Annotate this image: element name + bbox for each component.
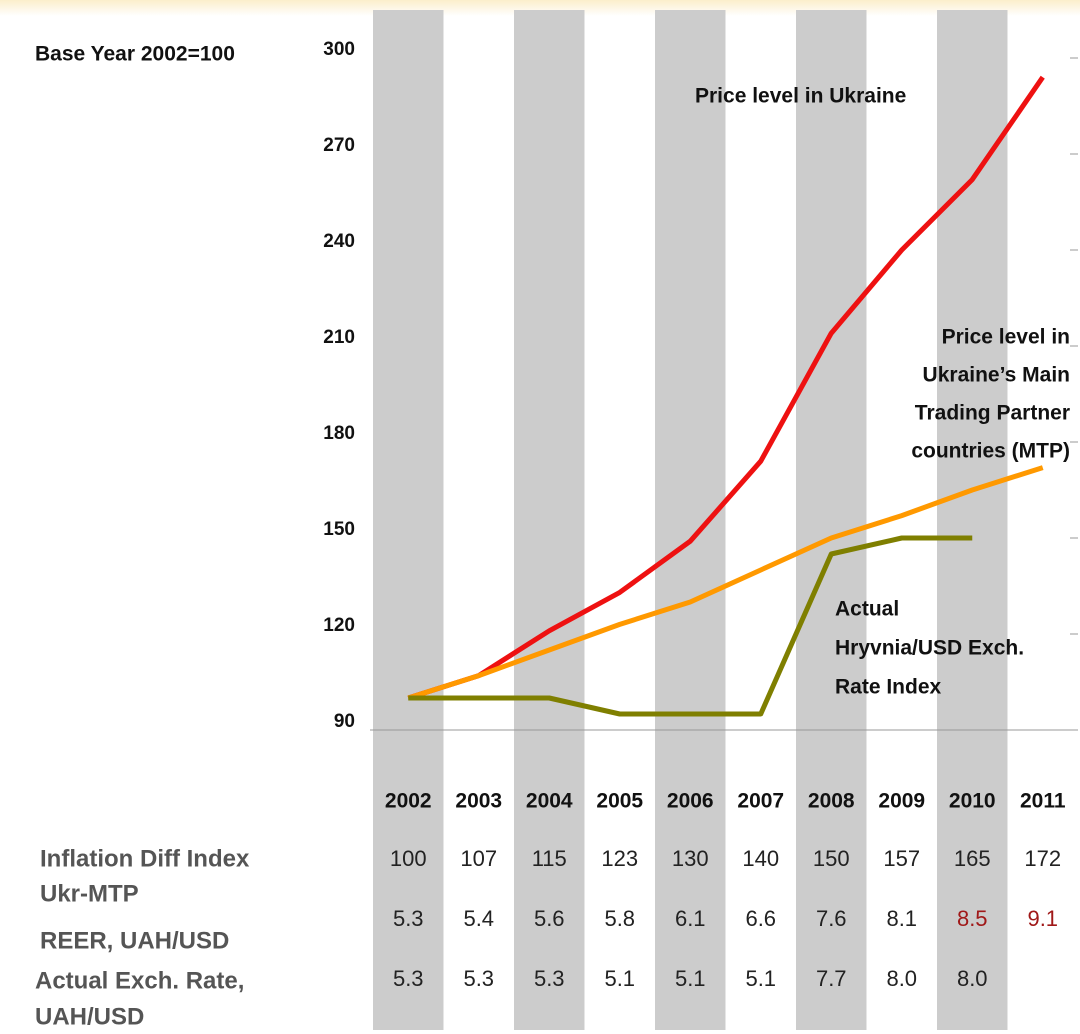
series-label: Actual xyxy=(835,598,899,621)
y-tick-label: 300 xyxy=(323,39,355,60)
row-label: REER, UAH/USD xyxy=(40,927,229,954)
y-tick-label: 90 xyxy=(334,711,355,732)
y-tick-label: 120 xyxy=(323,615,355,636)
row-label: Actual Exch. Rate, xyxy=(35,967,244,994)
y-tick-label: 270 xyxy=(323,135,355,156)
series-line xyxy=(407,465,1044,701)
table-cell: 5.3 xyxy=(393,906,424,931)
table-cell: 130 xyxy=(672,846,709,871)
table-cell: 100 xyxy=(390,846,427,871)
x-tick-label: 2007 xyxy=(737,790,784,813)
y-axis-label: Base Year 2002=100 xyxy=(35,43,235,66)
table-cell: 165 xyxy=(954,846,991,871)
column-band xyxy=(796,10,867,1030)
table-cell: 123 xyxy=(601,846,638,871)
table-cell: 8.0 xyxy=(957,966,988,991)
table-cell: 8.0 xyxy=(886,966,917,991)
column-band xyxy=(514,10,585,1030)
x-tick-label: 2010 xyxy=(949,790,996,813)
table-cell: 157 xyxy=(883,846,920,871)
x-tick-label: 2008 xyxy=(808,790,855,813)
table-cell: 5.6 xyxy=(534,906,565,931)
series-label: Ukraine’s Main xyxy=(923,364,1070,387)
table-cell: 6.6 xyxy=(745,906,776,931)
table-cell: 8.1 xyxy=(886,906,917,931)
table-cell: 5.1 xyxy=(745,966,776,991)
x-tick-label: 2011 xyxy=(1020,790,1066,813)
series-line xyxy=(407,75,1045,701)
series-label: Price level in Ukraine xyxy=(695,85,906,108)
column-band xyxy=(655,10,726,1030)
table-cell: 7.6 xyxy=(816,906,847,931)
x-tick-label: 2004 xyxy=(526,790,573,813)
series-label: Price level in xyxy=(942,326,1070,349)
y-tick-label: 150 xyxy=(323,519,355,540)
series-line xyxy=(408,535,973,717)
series-label: Trading Partner xyxy=(915,402,1070,425)
x-tick-label: 2005 xyxy=(596,790,643,813)
table-cell: 150 xyxy=(813,846,850,871)
y-tick-label: 180 xyxy=(323,423,355,444)
table-cell: 5.1 xyxy=(604,966,635,991)
table-cell: 5.8 xyxy=(604,906,635,931)
row-label: Inflation Diff Index xyxy=(40,845,250,872)
y-tick-label: 240 xyxy=(323,231,355,252)
table-cell: 140 xyxy=(742,846,779,871)
column-band xyxy=(937,10,1008,1030)
x-tick-label: 2003 xyxy=(455,790,502,813)
series-label: Rate Index xyxy=(835,676,942,699)
table-cell: 5.3 xyxy=(393,966,424,991)
table-cell: 107 xyxy=(460,846,497,871)
row-label: UAH/USD xyxy=(35,1003,144,1030)
table-cell: 5.1 xyxy=(675,966,706,991)
table-cell: 5.4 xyxy=(463,906,494,931)
table-cell: 6.1 xyxy=(675,906,706,931)
table-cell: 8.5 xyxy=(957,906,988,931)
row-label: Ukr-MTP xyxy=(40,880,139,907)
series-label: countries (MTP) xyxy=(911,440,1070,463)
y-tick-label: 210 xyxy=(323,327,355,348)
table-cell: 115 xyxy=(532,846,567,871)
table-cell: 172 xyxy=(1024,846,1061,871)
x-tick-label: 2009 xyxy=(878,790,925,813)
table-cell: 5.3 xyxy=(463,966,494,991)
series-label: Hryvnia/USD Exch. xyxy=(835,637,1024,660)
column-band xyxy=(373,10,444,1030)
x-tick-label: 2002 xyxy=(385,790,432,813)
table-cell: 5.3 xyxy=(534,966,565,991)
table-cell: 9.1 xyxy=(1027,906,1058,931)
x-tick-label: 2006 xyxy=(667,790,714,813)
table-cell: 7.7 xyxy=(816,966,847,991)
